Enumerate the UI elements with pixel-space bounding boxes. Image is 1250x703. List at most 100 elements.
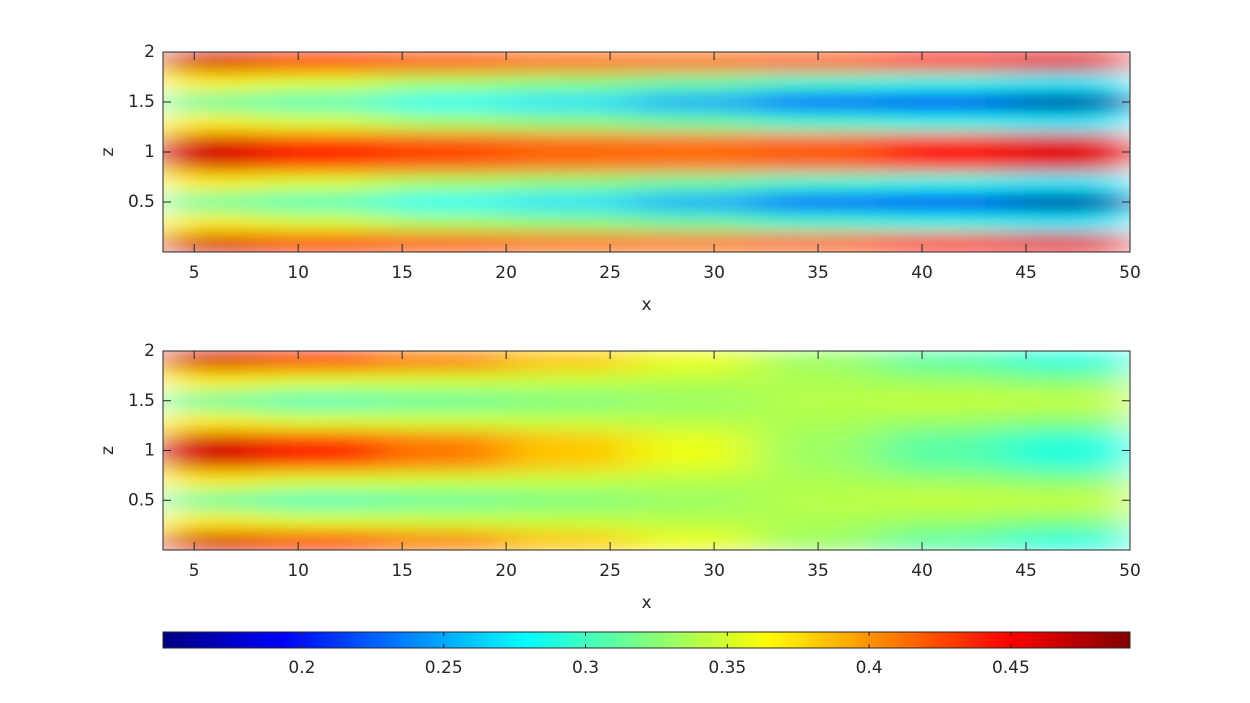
heatmap-cell — [256, 490, 382, 511]
x-tick-label: 35 — [807, 561, 829, 581]
heatmap-cell — [163, 410, 258, 432]
heatmap-cell — [256, 470, 382, 491]
heatmap-cell — [755, 530, 881, 550]
heatmap-cell — [163, 112, 258, 133]
x-tick-label: 20 — [495, 263, 517, 283]
heatmap-cell — [381, 152, 507, 173]
heatmap-cell — [755, 92, 881, 113]
heatmap-cell — [630, 172, 757, 193]
heatmap-cell — [1005, 510, 1130, 531]
heatmap-cell — [506, 410, 632, 432]
x-tick-label: 25 — [599, 263, 621, 283]
heatmap-cell — [1005, 52, 1130, 73]
heatmap-cell — [755, 192, 881, 213]
heatmap-cell — [1005, 370, 1130, 392]
heatmap-cell — [1005, 530, 1130, 550]
heatmap-cell — [506, 490, 632, 511]
heatmap-cell — [381, 212, 507, 233]
heatmap-cell — [506, 430, 632, 451]
heatmap-cell — [381, 430, 507, 451]
heatmap-cell — [381, 192, 507, 213]
heatmap-cell — [381, 530, 507, 550]
x-tick-label: 35 — [807, 263, 829, 283]
x-tick-label: 5 — [189, 561, 200, 581]
heatmap-cell — [755, 132, 881, 153]
heatmap-cell — [1005, 172, 1130, 193]
heatmap-cell — [256, 172, 382, 193]
heatmap-cell — [630, 490, 757, 511]
heatmap-cell — [1005, 92, 1130, 113]
heatmap-cell — [630, 192, 757, 213]
heatmap-cell — [256, 351, 382, 372]
y-tick-label: 0.5 — [128, 192, 155, 212]
heatmap-cell — [755, 152, 881, 173]
heatmap-cell — [630, 470, 757, 491]
heatmap-cell — [381, 470, 507, 491]
heatmap-cell — [256, 212, 382, 233]
heatmap-cell — [755, 390, 881, 412]
heatmap-cell — [163, 530, 258, 550]
heatmap-cell — [880, 232, 1006, 252]
heatmap-cell — [381, 510, 507, 531]
heatmap-cell — [880, 530, 1006, 550]
heatmap-cell — [163, 390, 258, 412]
heatmap-cell — [630, 430, 757, 451]
x-tick-label: 45 — [1015, 263, 1037, 283]
colorbar-tick-label: 0.25 — [425, 658, 463, 678]
heatmap-cell — [256, 232, 382, 252]
heatmap-cell — [506, 351, 632, 372]
heatmap-cell — [506, 212, 632, 233]
heatmap-cell — [256, 430, 382, 451]
heatmap-cell — [381, 72, 507, 93]
colorbar-tick-label: 0.4 — [856, 658, 883, 678]
heatmap-cell — [381, 450, 507, 471]
heatmap-cell — [381, 490, 507, 511]
heatmap-cell — [163, 450, 258, 471]
heatmap-cell — [163, 490, 258, 511]
x-tick-label: 50 — [1119, 263, 1141, 283]
heatmap-cell — [755, 52, 881, 73]
heatmap-cell — [630, 52, 757, 73]
heatmap-cell — [755, 450, 881, 471]
y-tick-label: 1.5 — [128, 391, 155, 411]
heatmap-cell — [163, 192, 258, 213]
heatmap-cell — [755, 410, 881, 432]
heatmap-cell — [163, 92, 258, 113]
heatmap-cell — [506, 112, 632, 133]
heatmap — [163, 52, 1130, 252]
heatmap-cell — [163, 351, 258, 372]
heatmap-cell — [381, 232, 507, 252]
heatmap-cell — [506, 530, 632, 550]
heatmap-cell — [880, 212, 1006, 233]
heatmap-cell — [506, 52, 632, 73]
heatmap-cell — [163, 232, 258, 252]
heatmap-cell — [163, 430, 258, 451]
heatmap-cell — [163, 510, 258, 531]
heatmap-cell — [630, 450, 757, 471]
heatmap-cell — [880, 172, 1006, 193]
x-tick-label: 45 — [1015, 561, 1037, 581]
heatmap-cell — [256, 112, 382, 133]
heatmap-cell — [1005, 112, 1130, 133]
heatmap-cell — [880, 351, 1006, 372]
heatmap-cell — [755, 72, 881, 93]
heatmap-cell — [256, 370, 382, 392]
heatmap-cell — [163, 132, 258, 153]
x-axis-label: x — [641, 295, 651, 315]
y-tick-label: 1.5 — [128, 92, 155, 112]
heatmap-cell — [1005, 430, 1130, 451]
colorbar-tick-label: 0.45 — [992, 658, 1030, 678]
heatmap-cell — [163, 470, 258, 491]
heatmap-cell — [506, 172, 632, 193]
heatmap-cell — [381, 351, 507, 372]
heatmap-cell — [256, 72, 382, 93]
y-axis-label: z — [98, 147, 118, 156]
x-tick-label: 25 — [599, 561, 621, 581]
y-tick-label: 2 — [144, 341, 155, 361]
heatmap-cell — [630, 152, 757, 173]
heatmap-cell — [506, 390, 632, 412]
heatmap-cell — [630, 212, 757, 233]
heatmap-cell — [755, 232, 881, 252]
heatmap-cell — [506, 232, 632, 252]
